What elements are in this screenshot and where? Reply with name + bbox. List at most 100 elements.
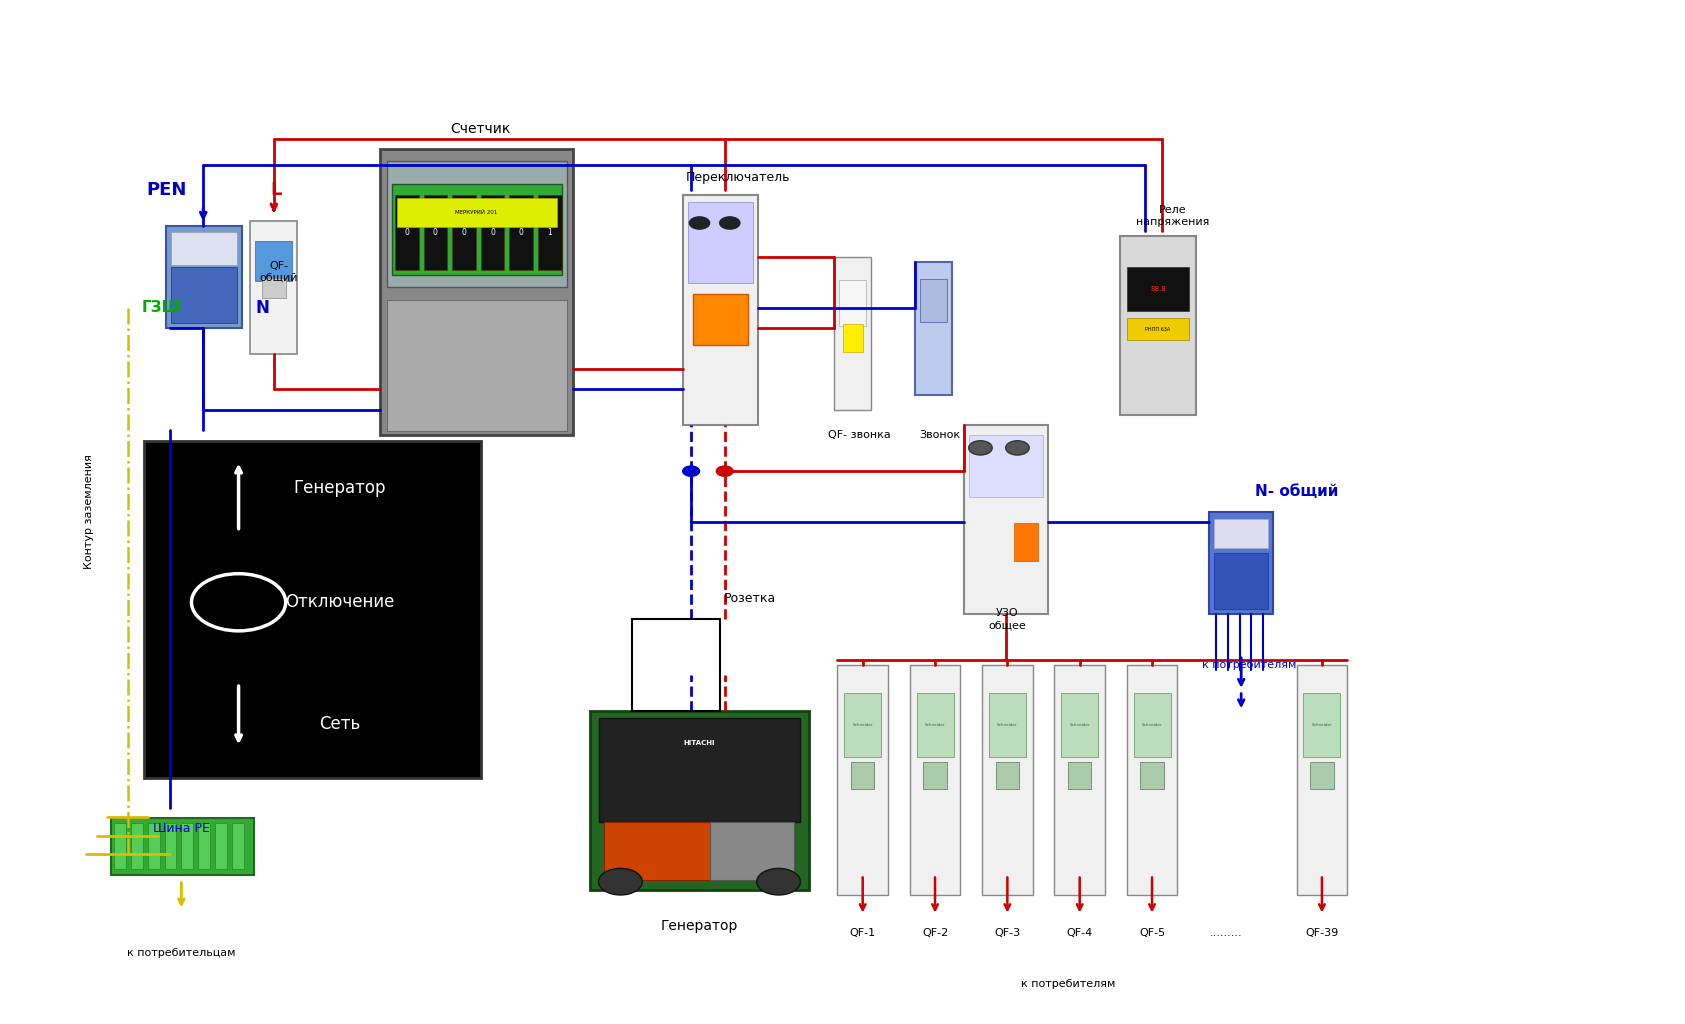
Text: Счетчик: Счетчик (450, 122, 511, 136)
Text: к потребителям: к потребителям (1203, 660, 1297, 670)
FancyBboxPatch shape (682, 196, 758, 425)
Text: Schneider: Schneider (1070, 723, 1090, 727)
Text: Schneider: Schneider (998, 723, 1018, 727)
Text: Звонок: Звонок (920, 430, 960, 440)
FancyBboxPatch shape (851, 762, 875, 790)
FancyBboxPatch shape (115, 823, 126, 869)
FancyBboxPatch shape (590, 711, 809, 890)
Text: QF-3: QF-3 (994, 928, 1021, 938)
Text: QF-2: QF-2 (922, 928, 949, 938)
FancyBboxPatch shape (837, 666, 888, 895)
FancyBboxPatch shape (199, 823, 211, 869)
FancyBboxPatch shape (964, 425, 1048, 614)
FancyBboxPatch shape (1134, 693, 1171, 757)
Circle shape (757, 868, 800, 895)
Text: 1: 1 (548, 228, 553, 237)
FancyBboxPatch shape (263, 279, 286, 298)
Text: Schneider: Schneider (1142, 723, 1163, 727)
FancyBboxPatch shape (148, 823, 160, 869)
Text: Контур заземления: Контур заземления (84, 455, 94, 569)
Text: к потребителям: к потребителям (1021, 979, 1115, 989)
FancyBboxPatch shape (394, 196, 418, 269)
FancyBboxPatch shape (920, 280, 947, 322)
Text: Генератор: Генератор (661, 919, 738, 933)
Text: Переключатель: Переключатель (686, 171, 790, 183)
FancyBboxPatch shape (1127, 318, 1190, 340)
Text: 0: 0 (490, 228, 495, 237)
FancyBboxPatch shape (379, 150, 573, 435)
FancyBboxPatch shape (452, 196, 475, 269)
Text: QF-1: QF-1 (849, 928, 876, 938)
FancyBboxPatch shape (386, 300, 566, 431)
FancyBboxPatch shape (982, 666, 1033, 895)
Text: ГЗШ: ГЗШ (142, 300, 180, 315)
Text: УЗО
общее: УЗО общее (989, 608, 1026, 630)
Text: Розетка: Розетка (725, 592, 777, 605)
FancyBboxPatch shape (423, 196, 447, 269)
Circle shape (719, 217, 740, 229)
Text: PEN: PEN (147, 181, 187, 200)
FancyBboxPatch shape (603, 822, 713, 880)
FancyBboxPatch shape (182, 823, 194, 869)
FancyBboxPatch shape (1014, 523, 1038, 561)
FancyBboxPatch shape (396, 198, 556, 226)
Text: .........: ......... (1210, 928, 1242, 938)
FancyBboxPatch shape (538, 196, 561, 269)
FancyBboxPatch shape (687, 203, 753, 283)
FancyBboxPatch shape (598, 718, 800, 822)
Text: HITACHI: HITACHI (684, 740, 714, 746)
Text: МЕРКУРИЙ 201: МЕРКУРИЙ 201 (455, 210, 497, 215)
FancyBboxPatch shape (923, 762, 947, 790)
FancyBboxPatch shape (391, 183, 561, 275)
FancyBboxPatch shape (834, 257, 871, 410)
FancyBboxPatch shape (1297, 666, 1348, 895)
FancyBboxPatch shape (480, 196, 504, 269)
FancyBboxPatch shape (996, 762, 1019, 790)
FancyBboxPatch shape (1304, 693, 1341, 757)
FancyBboxPatch shape (145, 440, 480, 777)
FancyBboxPatch shape (256, 241, 293, 281)
FancyBboxPatch shape (386, 161, 566, 287)
FancyBboxPatch shape (711, 822, 794, 880)
FancyBboxPatch shape (251, 221, 298, 353)
FancyBboxPatch shape (1068, 762, 1092, 790)
Text: QF-
общий: QF- общий (259, 261, 298, 283)
Text: Реле
напряжения: Реле напряжения (1136, 205, 1208, 226)
FancyBboxPatch shape (1127, 666, 1178, 895)
Circle shape (716, 466, 733, 476)
Circle shape (598, 868, 642, 895)
Text: QF-5: QF-5 (1139, 928, 1164, 938)
FancyBboxPatch shape (1215, 553, 1269, 609)
Text: N- общий: N- общий (1255, 484, 1338, 499)
FancyBboxPatch shape (1127, 266, 1190, 311)
Circle shape (689, 217, 709, 229)
FancyBboxPatch shape (989, 693, 1026, 757)
Text: QF- звонка: QF- звонка (827, 430, 891, 440)
FancyBboxPatch shape (216, 823, 227, 869)
FancyBboxPatch shape (1210, 512, 1274, 614)
FancyBboxPatch shape (917, 693, 954, 757)
Text: QF-39: QF-39 (1306, 928, 1338, 938)
Text: N: N (254, 299, 270, 316)
FancyBboxPatch shape (172, 267, 238, 324)
Text: 0: 0 (433, 228, 438, 237)
FancyBboxPatch shape (915, 262, 952, 394)
Text: L: L (270, 181, 281, 200)
Text: Schneider: Schneider (1311, 723, 1333, 727)
FancyBboxPatch shape (111, 818, 254, 874)
Text: Генератор: Генератор (293, 478, 386, 497)
Circle shape (1006, 440, 1030, 455)
Text: Schneider: Schneider (925, 723, 945, 727)
Text: к потребительцам: к потребительцам (126, 948, 236, 958)
Text: Отключение: Отключение (285, 593, 394, 611)
Text: Сеть: Сеть (318, 715, 361, 732)
Circle shape (969, 440, 992, 455)
FancyBboxPatch shape (1121, 237, 1196, 415)
Text: 0: 0 (519, 228, 524, 237)
FancyBboxPatch shape (172, 232, 238, 265)
Text: Шина PE: Шина PE (153, 822, 211, 836)
FancyBboxPatch shape (165, 823, 177, 869)
FancyBboxPatch shape (131, 823, 143, 869)
FancyBboxPatch shape (509, 196, 532, 269)
FancyBboxPatch shape (1311, 762, 1335, 790)
